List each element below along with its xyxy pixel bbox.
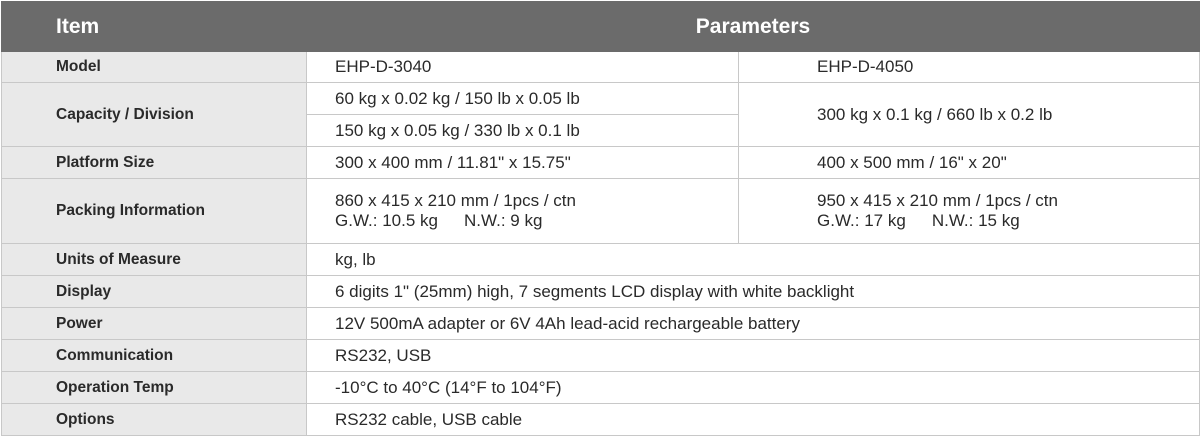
communication-value: RS232, USB	[305, 339, 1200, 372]
label-model: Model	[1, 51, 307, 83]
row-platform: Platform Size 300 x 400 mm / 11.81" x 15…	[1, 146, 1200, 179]
row-packing: Packing Information 860 x 415 x 210 mm /…	[1, 178, 1200, 244]
packing-a-weights: G.W.: 10.5 kg N.W.: 9 kg	[335, 211, 738, 231]
row-units: Units of Measure kg, lb	[1, 243, 1200, 276]
label-display: Display	[1, 275, 307, 308]
row-capacity-1: Capacity / Division 60 kg x 0.02 kg / 15…	[1, 82, 1200, 147]
units-value: kg, lb	[305, 243, 1200, 276]
packing-b-weights: G.W.: 17 kg N.W.: 15 kg	[817, 211, 1199, 231]
packing-b-nw: N.W.: 15 kg	[931, 211, 1020, 230]
packing-b: 950 x 415 x 210 mm / 1pcs / ctn G.W.: 17…	[737, 178, 1200, 244]
label-capacity: Capacity / Division	[1, 82, 307, 147]
packing-a-nw: N.W.: 9 kg	[464, 211, 543, 230]
packing-b-gw: G.W.: 17 kg	[817, 211, 906, 230]
display-value: 6 digits 1" (25mm) high, 7 segments LCD …	[305, 275, 1200, 308]
capacity-a2: 150 kg x 0.05 kg / 330 lb x 0.1 lb	[306, 114, 739, 147]
row-model: Model EHP-D-3040 EHP-D-4050	[1, 51, 1200, 83]
model-b: EHP-D-4050	[737, 51, 1200, 83]
parameters-header: Parameters	[305, 1, 1200, 52]
capacity-b: 300 kg x 0.1 kg / 660 lb x 0.2 lb	[737, 82, 1200, 147]
row-communication: Communication RS232, USB	[1, 339, 1200, 372]
row-display: Display 6 digits 1" (25mm) high, 7 segme…	[1, 275, 1200, 308]
label-units: Units of Measure	[1, 243, 307, 276]
row-options: Options RS232 cable, USB cable	[1, 403, 1200, 436]
header-row: Item Parameters	[1, 1, 1200, 52]
options-value: RS232 cable, USB cable	[305, 403, 1200, 436]
packing-a: 860 x 415 x 210 mm / 1pcs / ctn G.W.: 10…	[306, 178, 739, 244]
model-a: EHP-D-3040	[306, 51, 739, 83]
packing-a-dimensions: 860 x 415 x 210 mm / 1pcs / ctn	[335, 191, 576, 210]
capacity-a1: 60 kg x 0.02 kg / 150 lb x 0.05 lb	[306, 82, 739, 115]
power-value: 12V 500mA adapter or 6V 4Ah lead-acid re…	[305, 307, 1200, 340]
row-temp: Operation Temp -10°C to 40°C (14°F to 10…	[1, 371, 1200, 404]
platform-a: 300 x 400 mm / 11.81" x 15.75"	[306, 146, 739, 179]
label-temp: Operation Temp	[1, 371, 307, 404]
item-header: Item	[1, 1, 307, 52]
temp-value: -10°C to 40°C (14°F to 104°F)	[305, 371, 1200, 404]
row-capacity-2: 150 kg x 0.05 kg / 330 lb x 0.1 lb	[2, 114, 1200, 147]
label-packing: Packing Information	[1, 178, 307, 244]
packing-b-dimensions: 950 x 415 x 210 mm / 1pcs / ctn	[817, 191, 1058, 210]
platform-b: 400 x 500 mm / 16" x 20"	[737, 146, 1200, 179]
label-options: Options	[1, 403, 307, 436]
packing-a-gw: G.W.: 10.5 kg	[335, 211, 438, 230]
label-power: Power	[1, 307, 307, 340]
row-power: Power 12V 500mA adapter or 6V 4Ah lead-a…	[1, 307, 1200, 340]
label-communication: Communication	[1, 339, 307, 372]
label-platform: Platform Size	[1, 146, 307, 179]
